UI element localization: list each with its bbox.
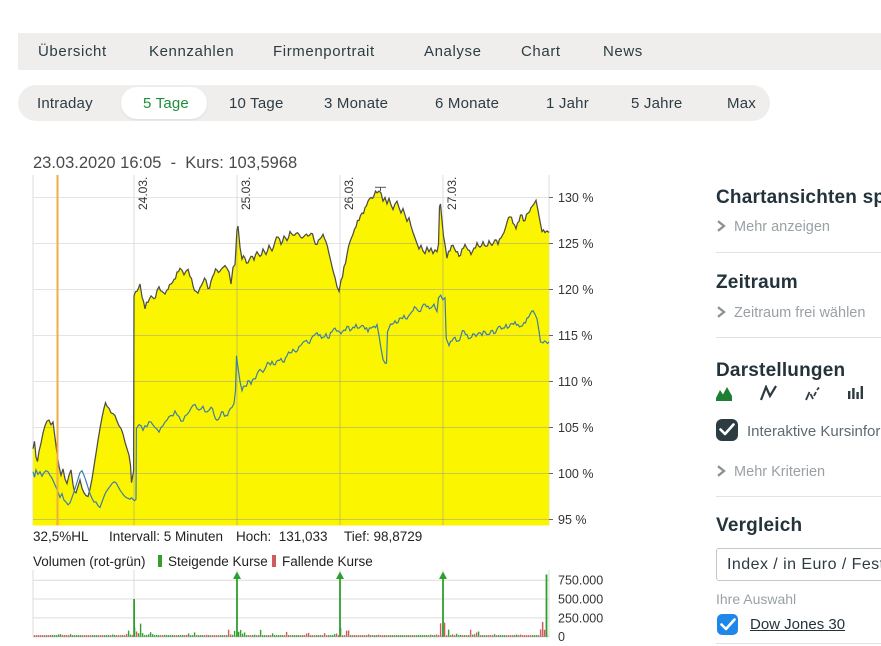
svg-text:750.000: 750.000 bbox=[558, 574, 603, 588]
svg-text:24.03.: 24.03. bbox=[136, 177, 150, 210]
svg-text:110 %: 110 % bbox=[558, 375, 593, 389]
svg-text:100 %: 100 % bbox=[558, 467, 593, 481]
svg-text:105 %: 105 % bbox=[558, 421, 593, 435]
svg-text:250.000: 250.000 bbox=[558, 611, 603, 625]
svg-text:27.03.: 27.03. bbox=[445, 177, 459, 210]
svg-text:125 %: 125 % bbox=[558, 237, 593, 251]
svg-text:130 %: 130 % bbox=[558, 191, 593, 205]
svg-text:95 %: 95 % bbox=[558, 513, 587, 527]
svg-text:115 %: 115 % bbox=[558, 329, 593, 343]
svg-text:500.000: 500.000 bbox=[558, 593, 603, 607]
svg-text:120 %: 120 % bbox=[558, 283, 593, 297]
svg-text:0: 0 bbox=[558, 630, 565, 644]
svg-text:25.03.: 25.03. bbox=[239, 177, 253, 210]
svg-text:26.03.: 26.03. bbox=[342, 177, 356, 210]
